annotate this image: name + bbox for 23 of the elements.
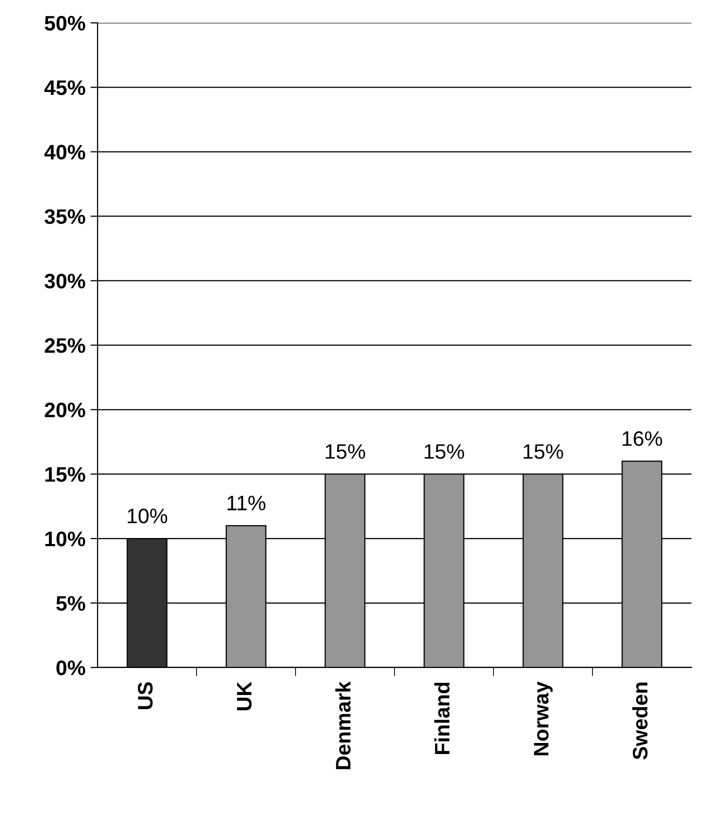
y-tick-label: 0% <box>56 660 86 676</box>
y-tick-label: 40% <box>44 144 86 160</box>
y-tick-label: 15% <box>45 467 86 482</box>
y-tick-label: 20% <box>44 402 86 418</box>
x-tick-label: Norway <box>534 681 553 756</box>
data-label: 15% <box>424 444 464 459</box>
x-tick-label: Finland <box>434 682 450 754</box>
y-tick-label: 45% <box>44 80 86 96</box>
data-label: 10% <box>128 508 168 524</box>
data-label: 11% <box>228 496 266 510</box>
y-tick-label: 35% <box>44 209 86 224</box>
data-label: 16% <box>622 431 662 446</box>
y-tick-label: 30% <box>44 274 86 288</box>
x-tick-label: Sweden <box>632 682 648 760</box>
x-tick-label: Denmark <box>335 681 351 770</box>
y-tick-label: 25% <box>44 338 86 353</box>
data-label: 15% <box>326 444 366 459</box>
x-tick-label: UK <box>237 682 252 710</box>
y-tick-label: 50% <box>44 16 86 31</box>
x-tick-label: US <box>138 682 153 710</box>
y-tick-label: 10% <box>45 532 86 546</box>
y-tick-label: 5% <box>56 596 86 611</box>
data-label: 15% <box>524 444 564 459</box>
